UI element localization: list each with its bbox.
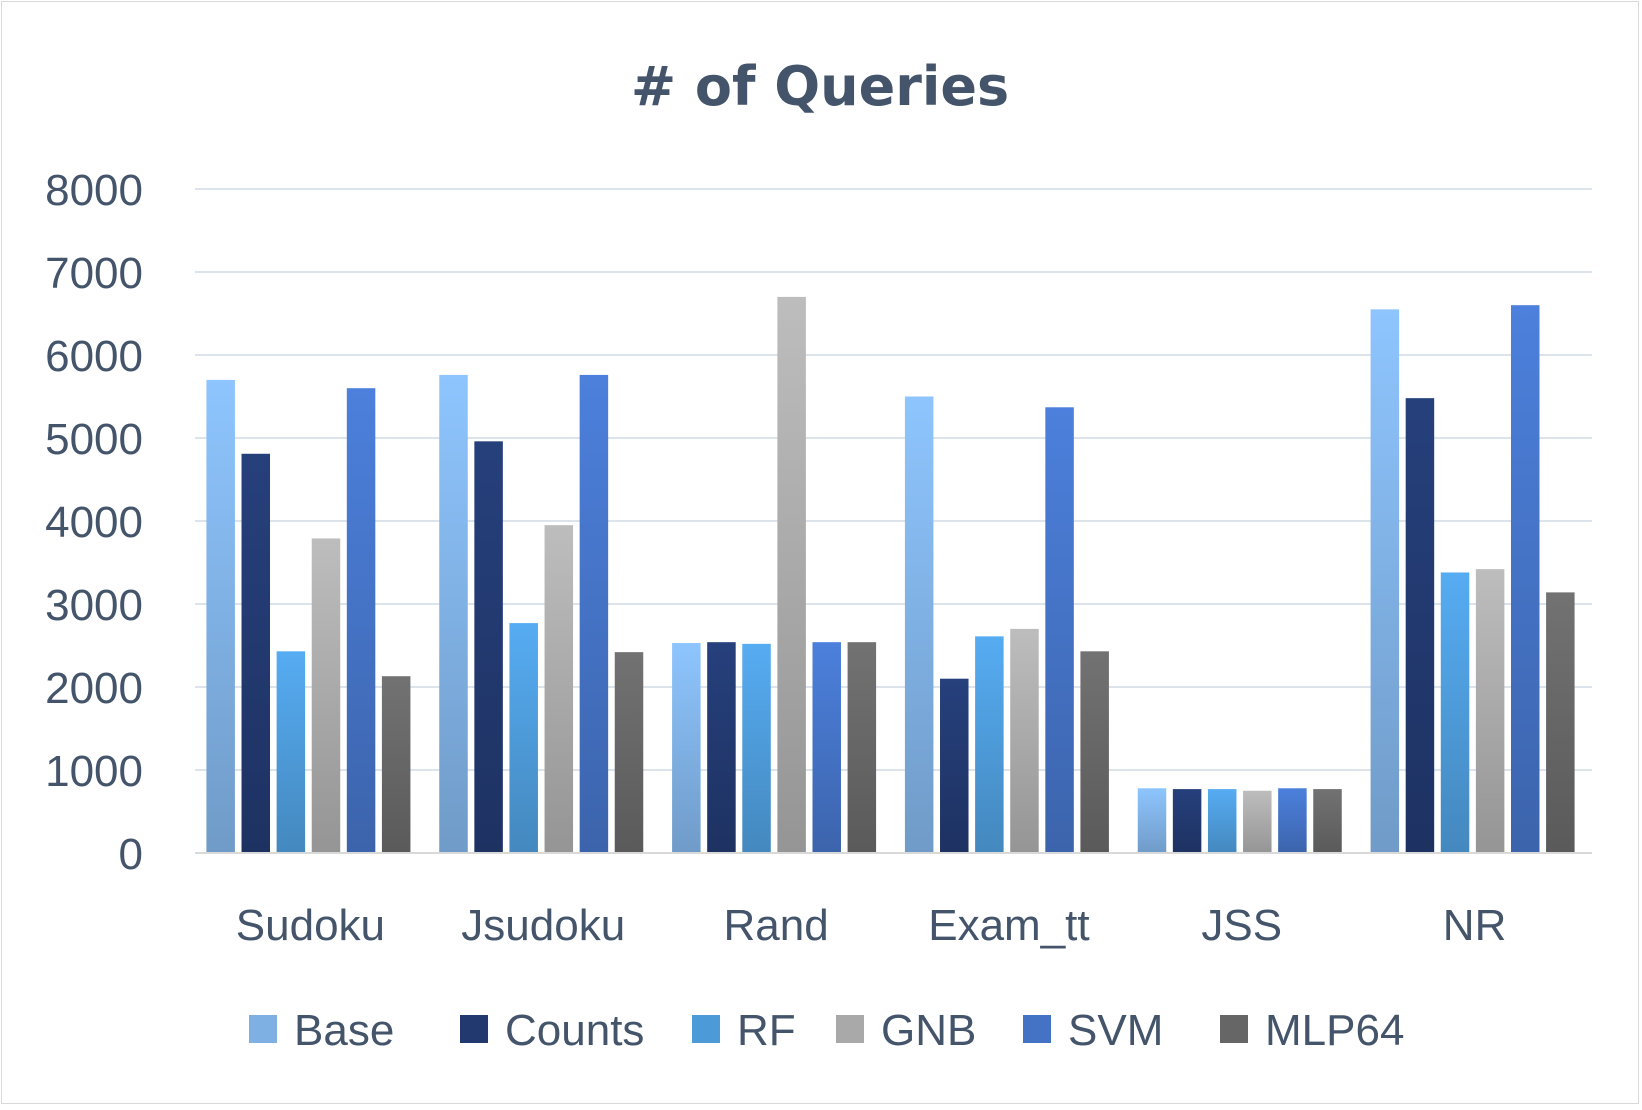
bar-rf-exam_tt [975, 636, 1004, 853]
bar-svm-nr [1510, 305, 1540, 853]
y-tick-label: 0 [119, 830, 143, 879]
legend-item-mlp64: MLP64 [1220, 1006, 1404, 1055]
bar-rf-sudoku [276, 651, 306, 853]
legend: Base Counts RF GNB SVM MLP64 [249, 1006, 1404, 1055]
bar-counts-rand [707, 642, 736, 853]
bar-svm-jss [1278, 788, 1307, 853]
x-category-label: Jsudoku [461, 901, 625, 950]
gridlines [195, 188, 1592, 771]
y-tick-label: 3000 [45, 581, 143, 630]
bar-mlp64-jss [1313, 789, 1342, 853]
bar-counts-sudoku [241, 453, 271, 853]
bar-svm-sudoku [346, 388, 376, 853]
bar-base-exam_tt [904, 396, 934, 853]
x-category-label: NR [1443, 901, 1507, 950]
bar-gnb-sudoku [311, 538, 341, 853]
bar-mlp64-sudoku [381, 676, 411, 853]
bar-gnb-jsudoku [544, 525, 574, 853]
legend-label: SVM [1068, 1006, 1163, 1055]
bar-rf-jss [1207, 789, 1237, 853]
bar-mlp64-exam_tt [1080, 651, 1109, 853]
bar-mlp64-nr [1546, 592, 1575, 853]
bar-svm-rand [812, 642, 841, 853]
legend-label: Counts [505, 1006, 644, 1055]
bar-base-sudoku [206, 379, 235, 853]
legend-item-counts: Counts [460, 1006, 644, 1055]
legend-item-base: Base [249, 1006, 394, 1055]
bar-counts-jss [1172, 789, 1202, 853]
legend-label: Base [294, 1006, 394, 1055]
x-category-label: Sudoku [236, 901, 385, 950]
legend-swatch [460, 1015, 488, 1043]
bar-counts-exam_tt [940, 678, 969, 853]
bar-base-jsudoku [439, 374, 468, 853]
bar-mlp64-rand [847, 642, 877, 853]
bar-gnb-jss [1243, 790, 1272, 853]
y-tick-label: 8000 [45, 166, 143, 215]
y-tick-label: 5000 [45, 415, 143, 464]
x-category-label: JSS [1201, 901, 1282, 950]
bar-svm-exam_tt [1045, 407, 1074, 853]
x-axis-labels: Sudoku Jsudoku Rand Exam_tt JSS NR [236, 901, 1507, 950]
legend-item-svm: SVM [1023, 1006, 1163, 1055]
bar-gnb-nr [1475, 569, 1505, 853]
y-tick-label: 2000 [45, 664, 143, 713]
bar-counts-nr [1405, 398, 1435, 853]
bar-gnb-exam_tt [1010, 628, 1039, 853]
bar-rf-jsudoku [509, 623, 538, 853]
legend-swatch [1023, 1015, 1051, 1043]
bar-mlp64-jsudoku [614, 652, 644, 853]
x-category-label: Exam_tt [928, 901, 1089, 950]
legend-label: GNB [881, 1006, 976, 1055]
legend-label: RF [737, 1006, 796, 1055]
legend-swatch [1220, 1015, 1248, 1043]
legend-item-gnb: GNB [836, 1006, 976, 1055]
chart-title: # of Queries [631, 55, 1009, 118]
legend-swatch [249, 1015, 277, 1043]
legend-item-rf: RF [692, 1006, 796, 1055]
bar-base-nr [1370, 309, 1400, 854]
bars [206, 296, 1575, 854]
bar-gnb-rand [777, 296, 806, 853]
bar-svm-jsudoku [579, 374, 609, 853]
legend-label: MLP64 [1265, 1006, 1404, 1055]
bar-rf-rand [742, 643, 771, 853]
legend-swatch [692, 1015, 720, 1043]
y-tick-label: 6000 [45, 332, 143, 381]
legend-swatch [836, 1015, 864, 1043]
bar-rf-nr [1440, 572, 1470, 853]
y-tick-label: 1000 [45, 747, 143, 796]
y-tick-label: 7000 [45, 249, 143, 298]
y-tick-label: 4000 [45, 498, 143, 547]
bar-base-rand [672, 643, 701, 853]
bar-counts-jsudoku [474, 441, 503, 853]
y-axis-ticks: 0 1000 2000 3000 4000 5000 6000 7000 8000 [45, 166, 143, 879]
bar-base-jss [1137, 788, 1167, 853]
x-category-label: Rand [723, 901, 828, 950]
